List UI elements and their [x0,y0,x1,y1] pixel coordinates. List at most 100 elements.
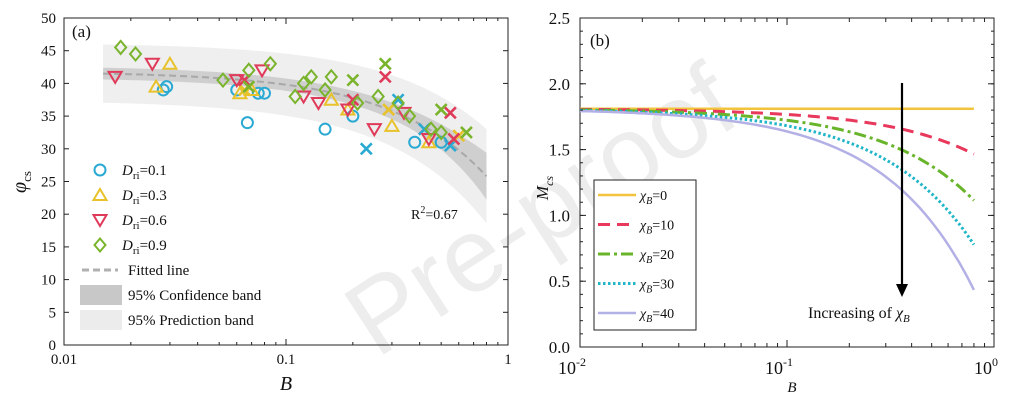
data-point-triangle-down [106,70,124,85]
y-tick-label: 40 [41,76,56,92]
data-point-triangle-down [253,64,271,79]
y-tick-label: 0 [49,338,57,354]
data-point-diamond [304,68,319,85]
data-point-cross [359,142,373,156]
y-tick-label: 45 [41,44,56,60]
fitted-line [103,72,488,177]
data-point-triangle-down [366,123,383,138]
increase-label: Increasing of χB [808,305,910,325]
data-point-cross [460,126,473,139]
legend-label: Dri=0.3 [121,188,167,207]
x-tick-label: 10-2 [558,355,586,378]
legend-label: Dri=0.6 [121,213,167,232]
data-point-triangle-up [147,78,165,93]
y-tick-label: 30 [41,142,56,158]
y-tick-label: 5 [49,305,57,321]
panel-b-lines [579,107,976,291]
data-point-circle [408,135,422,149]
data-point-cross [382,103,396,116]
data-point-circle [160,80,174,94]
legend-label: Fitted line [128,263,190,279]
data-point-diamond [113,39,128,56]
y-tick-label: 1.0 [549,206,570,225]
data-point-cross [443,106,457,120]
data-point-diamond [391,94,405,112]
panel-a-r2: R2=0.67 [411,205,458,223]
data-point-triangle-up [161,55,179,70]
data-point-diamond [263,55,278,72]
panel-a-bands [103,44,487,224]
y-tick-label: 50 [41,11,56,27]
curve-chi-10 [580,107,975,156]
data-point-circle [257,86,271,100]
data-point-triangle-up [383,117,401,132]
data-point-cross [434,103,448,116]
legend-label: χB=40 [638,307,674,325]
panel-a-fit [103,72,488,177]
data-point-cross [447,132,461,146]
legend-marker [93,236,107,254]
data-point-diamond [350,94,365,112]
data-point-cross [391,93,405,107]
data-point-triangle-down [228,74,246,89]
data-point-cross [346,73,360,87]
data-point-diamond [128,45,143,63]
data-point-diamond [288,88,302,105]
data-point-diamond [402,108,417,125]
legend-marker [93,163,107,177]
panel-b-xlabel: B [787,380,796,396]
legend-label: 95% Confidence band [128,288,262,304]
y-tick-label: 1.5 [549,141,570,160]
data-point-diamond [318,81,332,98]
y-tick-label: 25 [41,175,56,191]
panel-b-legend: χB=0 χB=10 χB=20 χB=30 χB=40 [593,179,697,331]
legend-label: 95% Prediction band [128,313,254,329]
panel-a-ticks: 0 5 10 15 20 25 30 35 40 45 50 0.01 0.1 1 [41,11,512,368]
legend-label: χB=0 [638,189,667,207]
data-point-diamond [424,121,438,138]
panel-a-ylabel: φcs [9,171,34,193]
data-point-diamond [216,72,230,89]
data-point-diamond [371,88,385,105]
data-point-circle [318,122,332,136]
data-point-cross [378,70,392,84]
legend-label: χB=30 [638,278,674,296]
x-tick-label: 0.1 [277,352,296,368]
y-tick-label: 0.0 [549,338,570,357]
data-point-cross [346,93,360,107]
data-point-diamond [434,124,448,141]
data-point-diamond [324,68,339,85]
increase-arrow-head [896,284,908,297]
y-tick-label: 0.5 [549,272,570,291]
legend-label: χB=20 [638,248,674,266]
x-tick-label: 10-1 [765,355,793,378]
data-point-triangle-down [144,57,161,72]
data-point-circle [156,83,170,97]
panel-a-xlabel: B [280,373,292,395]
curve-chi-40 [579,109,976,291]
prediction-band [103,44,487,224]
x-tick-label: 1 [504,352,512,368]
curve-chi-20 [579,108,975,202]
data-point-triangle-up [323,91,340,106]
data-point-triangle-up [243,81,260,96]
y-tick-label: 35 [41,109,56,125]
panel-b-label: (b) [590,31,610,50]
data-point-diamond [296,75,311,92]
data-point-triangle-up [420,134,438,149]
panel-a-points [106,39,473,156]
legend-band-swatch [80,310,122,330]
y-tick-label: 2.0 [549,75,570,94]
panel-b-ylabel: Mcs [533,176,556,201]
y-tick-label: 10 [41,273,56,289]
panel-b: 0.00.51.01.52.02.510-2 10-1 100 χB=0χB=10χ… [533,9,998,396]
legend-marker [91,214,109,228]
y-tick-label: 15 [41,240,56,256]
data-point-cross [242,80,256,94]
data-point-circle [240,116,254,130]
panel-b-ticks: 0.0 0.5 1.0 1.5 2.0 2.5 10-2 10-1 100 [549,9,998,378]
data-point-triangle-down [310,97,327,111]
legend-label: Dri=0.9 [121,238,167,257]
